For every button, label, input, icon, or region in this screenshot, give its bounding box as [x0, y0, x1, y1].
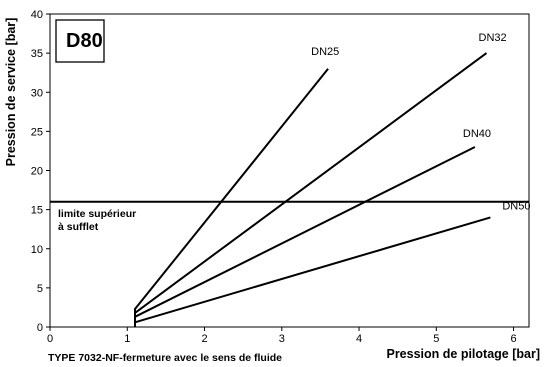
x-axis-title: Pression de pilotage [bar] [386, 347, 540, 361]
series-labels: DN25 DN32 DN40 DN50 [311, 32, 530, 212]
y-tick-label: 30 [31, 87, 43, 99]
chart-box-title-frame [55, 19, 105, 63]
series-line-dn25 [134, 68, 329, 327]
series-label-dn40: DN40 [463, 128, 491, 140]
y-axis-title: Pression de service [bar] [4, 18, 18, 167]
y-tick-label: 20 [31, 166, 43, 178]
plot-frame [49, 13, 530, 328]
y-tick-label: 35 [31, 48, 43, 60]
y-tick-label: 10 [31, 244, 43, 256]
x-tick-label: 1 [124, 333, 130, 345]
y-tick-label: 15 [31, 205, 43, 217]
y-tick-label: 40 [31, 9, 43, 21]
series-label-dn50: DN50 [502, 200, 530, 212]
x-tick-label: 0 [47, 333, 53, 345]
series-line-dn50 [134, 216, 491, 327]
series-lines [134, 52, 491, 327]
axes: 0 1 2 3 4 5 6 0 5 10 15 20 25 30 35 40 [31, 9, 530, 345]
y-tick-label: 25 [31, 126, 43, 138]
y-tick-label: 0 [37, 322, 43, 334]
y-tick-label: 5 [37, 283, 43, 295]
chart-box-title: D80 [66, 30, 103, 52]
x-tick-label: 2 [201, 333, 207, 345]
series-label-dn25: DN25 [311, 46, 339, 58]
series-line-dn32 [134, 52, 488, 327]
x-tick-label: 6 [510, 333, 516, 345]
footer-caption: TYPE 7032-NF-fermeture avec le sens de f… [48, 352, 282, 364]
series-label-dn32: DN32 [479, 32, 507, 44]
reference-label-line2: à sufflet [58, 221, 99, 233]
x-tick-label: 5 [433, 333, 439, 345]
reference-label-line1: limite supérieur [58, 208, 136, 220]
x-tick-label: 3 [279, 333, 285, 345]
x-tick-label: 4 [356, 333, 362, 345]
